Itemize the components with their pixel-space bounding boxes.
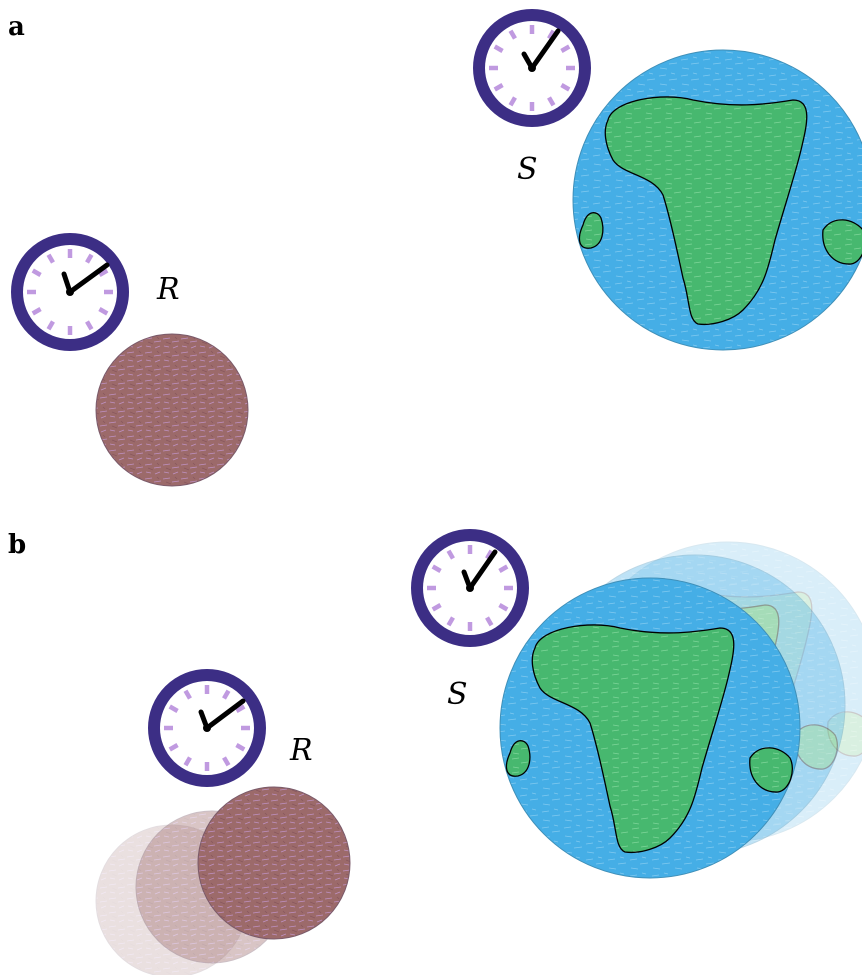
earth-icon <box>499 577 801 879</box>
panel-b-label: b <box>8 530 27 560</box>
panel-a-label: a <box>8 12 25 42</box>
clock-icon <box>154 675 260 781</box>
earth-icon <box>572 49 862 351</box>
observer-label-b: R <box>290 733 313 768</box>
source-label-b: S <box>447 677 468 712</box>
observer-label-a: R <box>157 272 180 307</box>
source-label-a: S <box>517 152 538 187</box>
clock-icon <box>479 15 585 121</box>
planet-icon <box>197 786 351 940</box>
panel-a <box>17 15 862 487</box>
clock-icon <box>17 239 123 345</box>
planet-icon <box>95 333 249 487</box>
clock-icon <box>417 535 523 641</box>
panel-b <box>95 535 862 975</box>
